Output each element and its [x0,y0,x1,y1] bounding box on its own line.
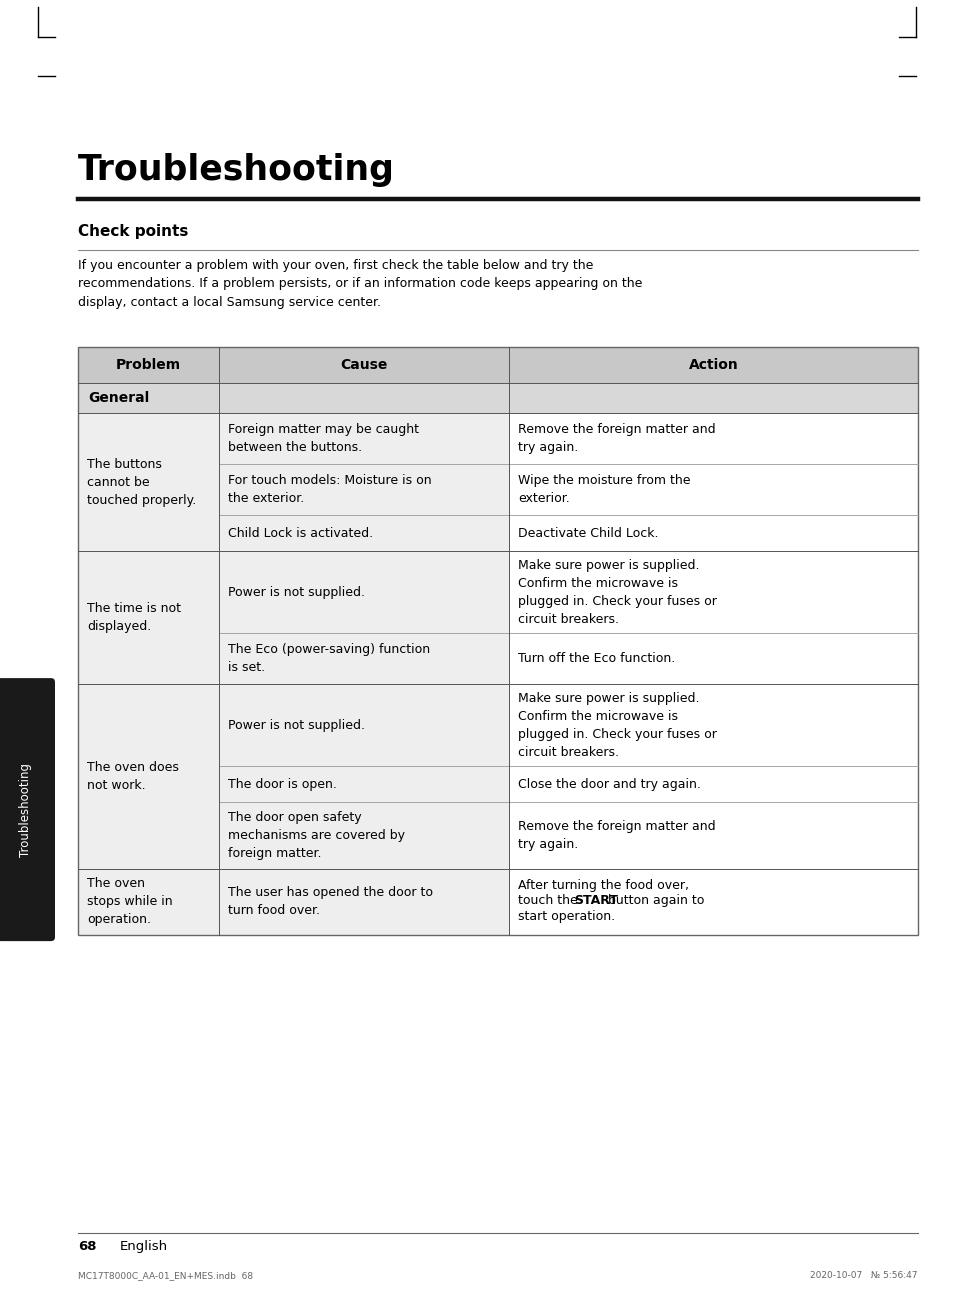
Bar [78,684,219,869]
Bar [78,869,219,935]
Text: touch the: touch the [517,895,581,908]
Text: Turn off the Eco function.: Turn off the Eco function. [517,653,675,666]
Text: Close the door and try again.: Close the door and try again. [517,778,700,790]
Bar [508,515,917,551]
Bar [508,766,917,802]
Bar [78,347,917,383]
Text: After turning the food over,: After turning the food over, [517,879,688,892]
Text: The oven
stops while in
operation.: The oven stops while in operation. [87,878,172,926]
Text: The door is open.: The door is open. [228,778,336,790]
Text: 2020-10-07   № 5:56:47: 2020-10-07 № 5:56:47 [809,1271,917,1279]
Bar [78,347,917,935]
Bar [219,464,508,515]
Text: For touch models: Moisture is on
the exterior.: For touch models: Moisture is on the ext… [228,473,432,505]
Bar [78,413,219,551]
Text: Remove the foreign matter and
try again.: Remove the foreign matter and try again. [517,422,715,454]
Bar [508,869,917,935]
Text: Foreign matter may be caught
between the buttons.: Foreign matter may be caught between the… [228,422,418,454]
Bar [219,551,508,633]
Bar [219,633,508,684]
Bar [508,413,917,464]
Text: Power is not supplied.: Power is not supplied. [228,718,365,731]
Text: button again to: button again to [603,895,703,908]
Text: Make sure power is supplied.
Confirm the microwave is
plugged in. Check your fus: Make sure power is supplied. Confirm the… [517,559,716,625]
Text: Check points: Check points [78,225,189,239]
Bar [508,802,917,869]
Bar [78,551,219,684]
Text: Make sure power is supplied.
Confirm the microwave is
plugged in. Check your fus: Make sure power is supplied. Confirm the… [517,692,716,759]
Text: The Eco (power-saving) function
is set.: The Eco (power-saving) function is set. [228,644,430,674]
Text: Power is not supplied.: Power is not supplied. [228,586,365,599]
Text: start operation.: start operation. [517,909,615,922]
Text: 68: 68 [78,1240,96,1253]
Text: The user has opened the door to
turn food over.: The user has opened the door to turn foo… [228,887,433,917]
Bar [78,383,917,413]
Bar [508,633,917,684]
Bar [219,802,508,869]
Text: Problem: Problem [116,358,181,371]
Text: General: General [88,391,150,405]
Text: The oven does
not work.: The oven does not work. [87,761,179,791]
Bar [508,551,917,633]
Bar [219,869,508,935]
Bar [219,515,508,551]
Text: Deactivate Child Lock.: Deactivate Child Lock. [517,527,658,540]
Bar [508,684,917,766]
Text: Wipe the moisture from the
exterior.: Wipe the moisture from the exterior. [517,473,690,505]
Text: Troubleshooting: Troubleshooting [78,153,395,187]
Text: START: START [573,895,617,908]
Bar [219,413,508,464]
Bar [219,766,508,802]
Text: MC17T8000C_AA-01_EN+MES.indb  68: MC17T8000C_AA-01_EN+MES.indb 68 [78,1271,253,1279]
Bar [219,684,508,766]
Text: Cause: Cause [340,358,387,371]
Text: Action: Action [688,358,738,371]
Text: The buttons
cannot be
touched properly.: The buttons cannot be touched properly. [87,458,196,506]
Text: The time is not
displayed.: The time is not displayed. [87,602,181,633]
Text: Remove the foreign matter and
try again.: Remove the foreign matter and try again. [517,820,715,852]
Text: Troubleshooting: Troubleshooting [19,763,32,857]
Bar [508,464,917,515]
Text: The door open safety
mechanisms are covered by
foreign matter.: The door open safety mechanisms are cove… [228,811,405,859]
Text: English: English [120,1240,168,1253]
Text: Child Lock is activated.: Child Lock is activated. [228,527,373,540]
Text: If you encounter a problem with your oven, first check the table below and try t: If you encounter a problem with your ove… [78,259,642,309]
FancyBboxPatch shape [0,678,55,942]
